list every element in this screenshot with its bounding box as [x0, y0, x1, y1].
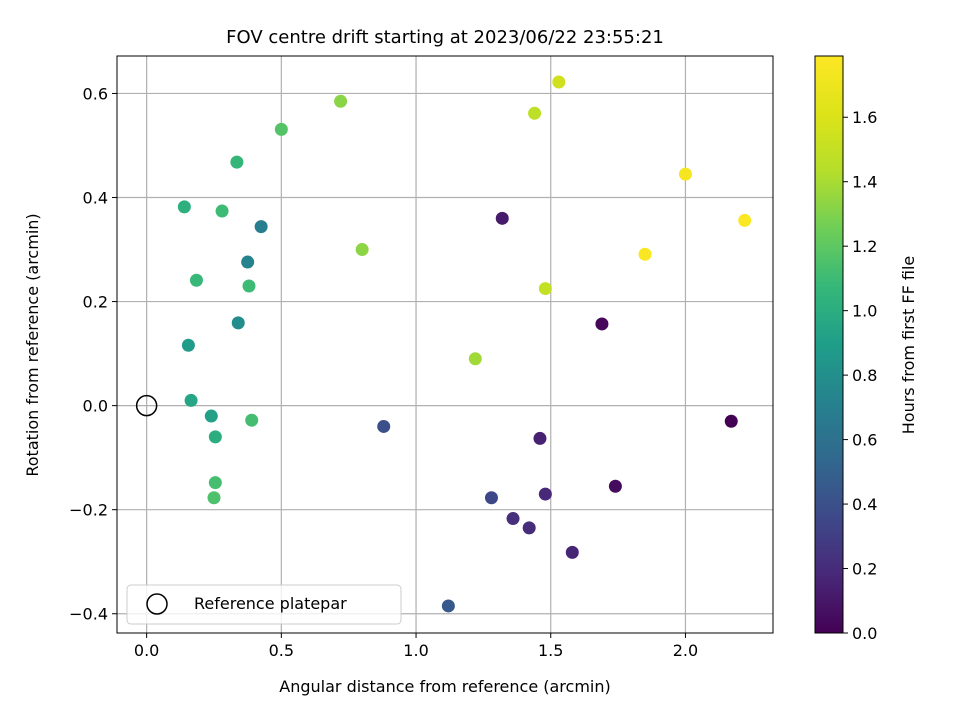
data-point [538, 487, 552, 501]
legend-label: Reference platepar [194, 594, 347, 613]
x-tick-label: 0.5 [269, 641, 294, 660]
data-point [189, 273, 203, 287]
y-axis-label: Rotation from reference (arcmin) [23, 213, 42, 476]
x-axis: 0.0 0.5 1.0 1.5 2.0 [134, 633, 698, 660]
data-point [242, 279, 256, 293]
colorbar-tick-label: 0.6 [852, 431, 877, 450]
legend-marker-icon [146, 593, 168, 615]
colorbar-gradient [814, 55, 844, 634]
data-point [538, 282, 552, 296]
data-point [181, 338, 195, 352]
colorbar-tick-label: 1.2 [852, 237, 877, 256]
colorbar-label: Hours from first FF file [899, 256, 918, 435]
plot-area [116, 55, 774, 634]
data-point [484, 491, 498, 505]
data-point [204, 409, 218, 423]
x-tick-label: 0.0 [134, 641, 159, 660]
y-axis: −0.4 −0.2 0.0 0.2 0.4 0.6 [69, 84, 117, 624]
data-point [377, 419, 391, 433]
colorbar-ticks: 0.0 0.2 0.4 0.6 0.8 1.0 1.2 1.4 1.6 [843, 108, 877, 643]
y-tick-label: 0.2 [83, 293, 108, 312]
data-point [230, 155, 244, 169]
colorbar: 0.0 0.2 0.4 0.6 0.8 1.0 1.2 1.4 1.6 Hours from f… [814, 55, 918, 643]
data-point [533, 431, 547, 445]
plot-background [117, 56, 773, 633]
data-point [552, 75, 566, 89]
y-tick-label: 0.0 [83, 397, 108, 416]
data-point [215, 204, 229, 218]
colorbar-tick-label: 0.2 [852, 560, 877, 579]
plot-frame [116, 55, 774, 634]
colorbar-tick-label: 0.4 [852, 495, 877, 514]
x-tick-label: 1.0 [403, 641, 428, 660]
data-point [241, 255, 255, 269]
data-point [184, 393, 198, 407]
data-point [441, 599, 455, 613]
reference-platepar-marker [135, 394, 158, 417]
data-point [254, 220, 268, 234]
data-point [506, 512, 520, 526]
colorbar-tick-label: 1.4 [852, 173, 877, 192]
data-point [334, 94, 348, 108]
data-point [638, 247, 652, 261]
data-point [208, 430, 222, 444]
x-axis-label: Angular distance from reference (arcmin) [279, 677, 610, 696]
data-point [208, 476, 222, 490]
data-point [231, 316, 245, 330]
data-point [528, 106, 542, 120]
data-point [274, 122, 288, 136]
data-point [678, 167, 692, 181]
data-point [738, 213, 752, 227]
data-point [608, 479, 622, 493]
colorbar-tick-label: 1.6 [852, 108, 877, 127]
legend: Reference platepar [126, 584, 402, 625]
data-point [468, 352, 482, 366]
y-tick-label: 0.6 [83, 84, 108, 103]
legend-box [126, 584, 402, 625]
y-tick-label: 0.4 [83, 189, 108, 208]
chart-title: FOV centre drift starting at 2023/06/22 … [226, 27, 664, 48]
data-point [595, 317, 609, 331]
x-tick-label: 1.5 [538, 641, 563, 660]
data-point [177, 200, 191, 214]
data-point [355, 243, 369, 257]
y-tick-label: −0.2 [69, 501, 108, 520]
data-point [522, 521, 536, 535]
x-tick-label: 2.0 [673, 641, 698, 660]
data-points [177, 75, 752, 613]
data-point [495, 211, 509, 225]
colorbar-tick-label: 0.8 [852, 366, 877, 385]
colorbar-tick-label: 1.0 [852, 302, 877, 321]
colorbar-tick-label: 0.0 [852, 624, 877, 643]
y-tick-label: −0.4 [69, 605, 108, 624]
data-point [245, 413, 259, 427]
data-point [724, 414, 738, 428]
data-point [565, 545, 579, 559]
data-point [207, 491, 221, 505]
